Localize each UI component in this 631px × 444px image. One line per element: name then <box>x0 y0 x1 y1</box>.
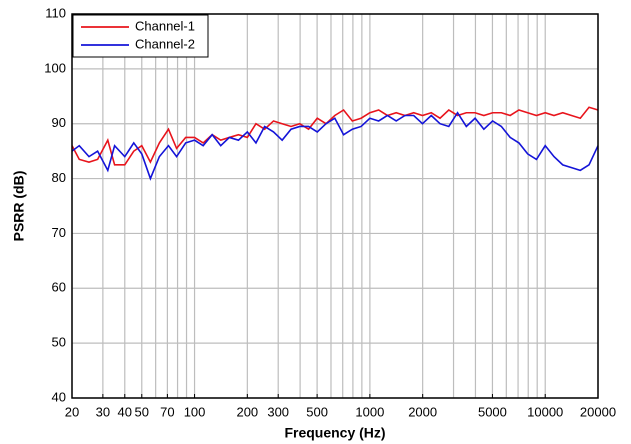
legend-label: Channel-2 <box>135 36 195 51</box>
legend-box <box>72 14 209 58</box>
y-tick-label: 90 <box>52 115 66 130</box>
x-tick-label: 20000 <box>580 404 616 419</box>
x-tick-label: 1000 <box>355 404 384 419</box>
y-axis-label: PSRR (dB) <box>11 171 27 242</box>
series-line <box>71 111 599 181</box>
x-tick-label: 30 <box>96 404 110 419</box>
y-tick-label: 50 <box>52 335 66 350</box>
x-tick-label: 100 <box>184 404 206 419</box>
x-tick-label: 40 <box>118 404 132 419</box>
x-tick-label: 10000 <box>527 404 563 419</box>
plot-frame <box>71 13 599 399</box>
series-line <box>71 106 599 166</box>
x-tick-label: 5000 <box>478 404 507 419</box>
y-tick-label: 40 <box>52 389 66 404</box>
x-tick-label: 70 <box>160 404 174 419</box>
x-tick-label: 500 <box>306 404 328 419</box>
x-axis-label: Frequency (Hz) <box>284 425 385 441</box>
y-tick-label: 60 <box>52 280 66 295</box>
legend-label: Channel-1 <box>135 18 195 33</box>
y-tick-label: 110 <box>45 5 66 20</box>
x-tick-label: 200 <box>236 404 258 419</box>
x-tick-label: 2000 <box>408 404 437 419</box>
y-tick-label: 70 <box>52 225 66 240</box>
x-tick-label: 20 <box>65 404 79 419</box>
y-tick-label: 80 <box>52 170 66 185</box>
x-tick-label: 50 <box>135 404 149 419</box>
x-tick-label: 300 <box>267 404 289 419</box>
y-tick-label: 100 <box>44 60 66 75</box>
